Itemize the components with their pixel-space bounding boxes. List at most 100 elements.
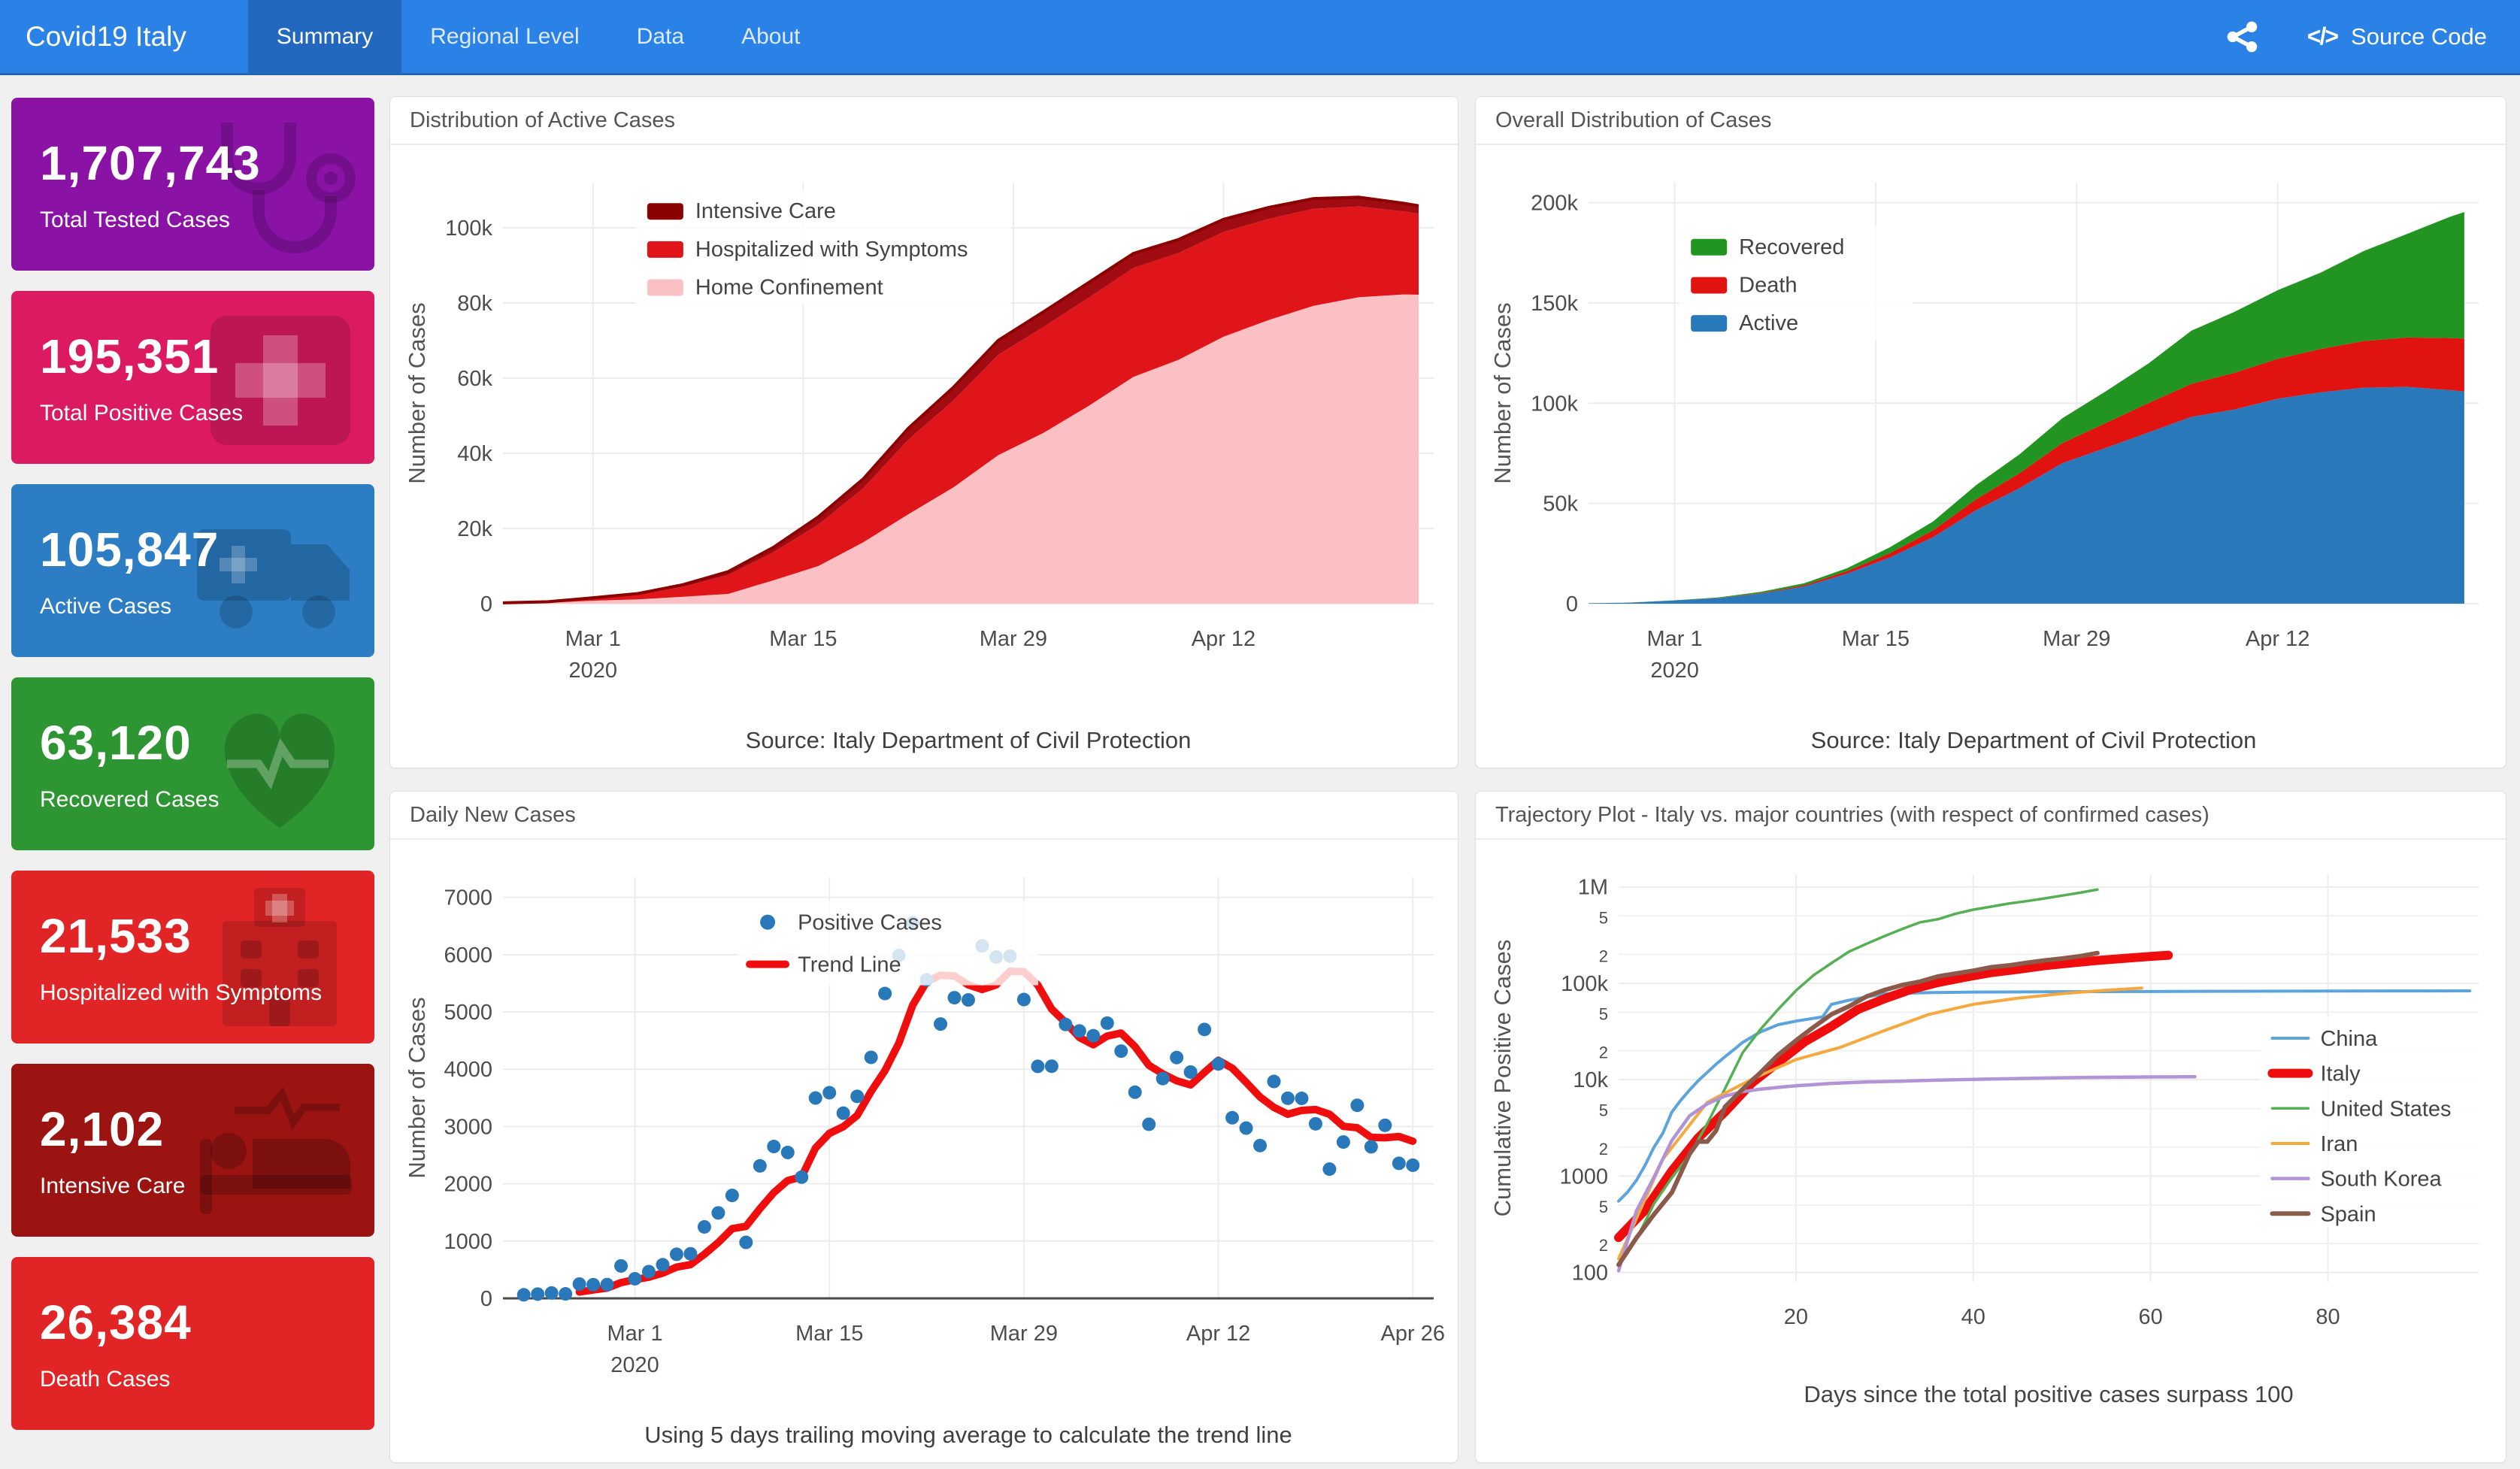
- tick-label: 5: [1599, 1101, 1608, 1120]
- value-box-total-tested: 1,707,743 Total Tested Cases: [11, 98, 374, 271]
- series-italy[interactable]: [1614, 950, 2173, 1243]
- tick-label: 2000: [444, 1173, 492, 1197]
- total-positive-value: 195,351: [40, 329, 220, 383]
- share-icon: [2227, 21, 2258, 52]
- y-axis-label: Cumulative Positive Cases: [1489, 940, 1516, 1217]
- source-code-link[interactable]: </> Source Code: [2307, 23, 2487, 50]
- series-china[interactable]: [1617, 989, 2472, 1203]
- tick-label: 1000: [444, 1230, 492, 1254]
- series-active[interactable]: [1589, 386, 2464, 604]
- tick-label: 0: [480, 1287, 492, 1311]
- legend-item-intensive-care[interactable]: Intensive Care: [647, 199, 836, 223]
- series-hospitalized-with-symptoms[interactable]: [503, 206, 1419, 604]
- tick-label: 2: [1599, 1140, 1608, 1159]
- panel-active-cases: Distribution of Active Cases Mar 1 2020 Ma…: [389, 96, 1458, 768]
- recovered-label: Recovered Cases: [40, 787, 220, 812]
- tick-label: 100: [1572, 1262, 1608, 1286]
- share-button[interactable]: [2226, 20, 2259, 53]
- legend-item-spain[interactable]: Spain: [2270, 1202, 2376, 1226]
- app-brand[interactable]: Covid19 Italy: [26, 20, 186, 52]
- value-box-recovered: 63,120 Recovered Cases: [11, 677, 374, 850]
- tick-label: 60k: [457, 367, 492, 391]
- navbar: Covid19 Italy Summary Regional Level Dat…: [0, 0, 2520, 75]
- tick-label: Mar 29: [980, 627, 1047, 651]
- legend-item-positive-cases[interactable]: Positive Cases: [760, 911, 942, 935]
- legend-item-hospitalized-with-symptoms[interactable]: Hospitalized with Symptoms: [647, 238, 968, 262]
- legend-item-recovered[interactable]: Recovered: [1691, 235, 1844, 259]
- panel-trajectory: Trajectory Plot - Italy vs. major countr…: [1475, 791, 2506, 1463]
- legend: China Italy United States Iran South Korea Sp…: [2260, 1016, 2506, 1228]
- tick-label: 2020: [610, 1353, 659, 1377]
- tick-label: Mar 1: [565, 627, 621, 651]
- overall-cases-chart[interactable]: Mar 1 2020 Mar 15 Mar 29 Apr 12 0 50k 100k 150k 2…: [1476, 145, 2506, 768]
- series-trend-line[interactable]: [575, 968, 1417, 1296]
- series-spain[interactable]: [1616, 950, 2100, 1268]
- gridlines: [503, 877, 1434, 1299]
- legend-item-iran[interactable]: Iran: [2270, 1132, 2358, 1156]
- active-cases-label: Active Cases: [40, 594, 172, 619]
- legend: Positive Cases Trend Line: [738, 901, 1039, 986]
- tab-about[interactable]: About: [741, 23, 801, 49]
- tick-label: 40k: [457, 442, 492, 466]
- chart-caption: Source: Italy Department of Civil Protec…: [746, 727, 1192, 753]
- panel-title: Trajectory Plot - Italy vs. major countr…: [1476, 792, 2506, 840]
- legend-item-home-confinement[interactable]: Home Confinement: [647, 276, 883, 300]
- tick-label: 80k: [457, 292, 492, 316]
- legend-item-italy[interactable]: Italy: [2267, 1062, 2361, 1086]
- tick-label: Active: [1739, 311, 1798, 335]
- tick-label: Trend Line: [798, 953, 901, 977]
- tick-label: 100k: [1561, 972, 1608, 996]
- tick-label: 20k: [457, 517, 492, 541]
- tick-label: 2: [1599, 1043, 1608, 1062]
- heartbeat-icon: [224, 713, 335, 828]
- death-cases-label: Death Cases: [40, 1367, 171, 1392]
- series-united-states[interactable]: [1617, 888, 2099, 1268]
- series-recovered[interactable]: [1589, 212, 2464, 604]
- tick-label: 0: [480, 592, 492, 616]
- source-code-label: Source Code: [2351, 23, 2487, 50]
- hospitalized-label: Hospitalized with Symptoms: [40, 980, 323, 1005]
- tick-label: 80: [2316, 1305, 2340, 1329]
- tick-label: Spain: [2320, 1202, 2376, 1226]
- legend-item-death[interactable]: Death: [1691, 273, 1798, 297]
- value-box-hospitalized: 21,533 Hospitalized with Symptoms: [11, 871, 374, 1043]
- intensive-care-value: 2,102: [40, 1102, 165, 1156]
- death-cases-value: 26,384: [40, 1295, 192, 1349]
- navbar-right: </> Source Code: [2226, 0, 2520, 73]
- legend-item-china[interactable]: China: [2270, 1027, 2378, 1051]
- series-south-korea[interactable]: [1616, 1074, 2197, 1273]
- patient-bed-icon: [200, 1086, 352, 1214]
- tick-label: 2: [1599, 1236, 1608, 1255]
- series-home-confinement[interactable]: [503, 294, 1419, 604]
- value-box-intensive-care: 2,102 Intensive Care: [11, 1064, 374, 1237]
- active-cases-chart[interactable]: Mar 1 2020 Mar 15 Mar 29 Apr 12 0 20k 40k 60k 80k…: [390, 145, 1458, 768]
- tick-label: 200k: [1531, 192, 1578, 216]
- tick-label: China: [2320, 1027, 2378, 1051]
- tick-label: Mar 29: [2043, 627, 2110, 651]
- legend-item-united-states[interactable]: United States: [2270, 1097, 2452, 1121]
- tab-data[interactable]: Data: [636, 23, 685, 49]
- tick-label: Mar 15: [1842, 627, 1910, 651]
- tick-label: Mar 1: [1647, 627, 1703, 651]
- series-death[interactable]: [1589, 337, 2464, 604]
- tick-label: Mar 15: [769, 627, 837, 651]
- value-box-active: 105,847 Active Cases: [11, 484, 374, 657]
- tick-label: 4000: [444, 1058, 492, 1082]
- tick-label: 100k: [445, 217, 492, 241]
- legend-item-south-korea[interactable]: South Korea: [2270, 1168, 2443, 1192]
- first-aid-icon: [211, 316, 350, 445]
- legend-item-active[interactable]: Active: [1691, 311, 1798, 335]
- tick-label: Recovered: [1739, 235, 1844, 259]
- series-iran[interactable]: [1617, 986, 2143, 1261]
- total-tested-value: 1,707,743: [40, 136, 261, 190]
- total-positive-label: Total Positive Cases: [40, 401, 244, 426]
- trajectory-chart[interactable]: 20 40 60 80 100 2 5 1000 2 5 10k 2 5 100k 2 5 1M Cumulati…: [1476, 840, 2506, 1462]
- tab-regional-level[interactable]: Regional Level: [430, 23, 580, 49]
- legend-item-trend-line[interactable]: Trend Line: [746, 953, 901, 977]
- y-axis-label: Number of Cases: [404, 997, 430, 1178]
- tick-label: 7000: [444, 886, 492, 910]
- tick-label: 5: [1599, 1198, 1608, 1216]
- tab-summary[interactable]: Summary: [247, 0, 402, 73]
- chart-caption: Source: Italy Department of Civil Protec…: [1811, 727, 2257, 753]
- daily-new-cases-chart[interactable]: Mar 1 2020 Mar 15 Mar 29 Apr 12 Apr 26 0 1000 20…: [390, 840, 1458, 1462]
